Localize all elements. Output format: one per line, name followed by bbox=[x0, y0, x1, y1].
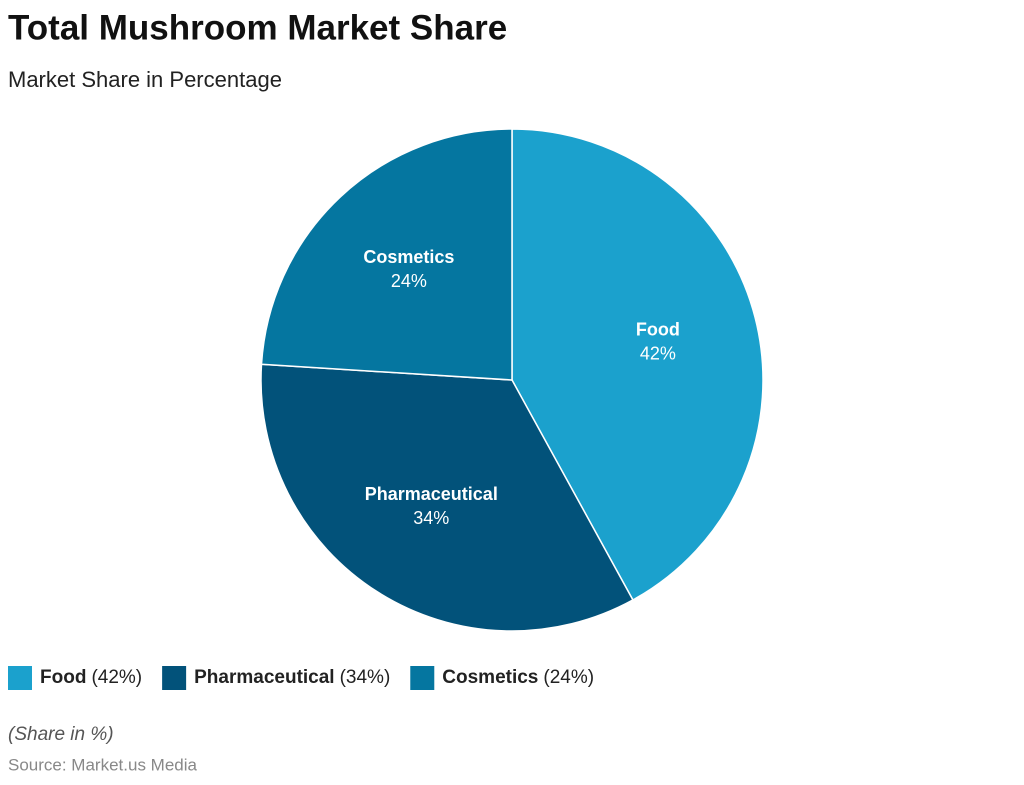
chart-title: Total Mushroom Market Share bbox=[8, 8, 507, 47]
slice-label: Food bbox=[636, 319, 680, 339]
source: Source: Market.us Media bbox=[8, 755, 198, 774]
pie-slice bbox=[260, 128, 513, 381]
legend-label: Pharmaceutical bbox=[194, 667, 334, 688]
legend-value: (24%) bbox=[543, 667, 594, 688]
chart-subtitle: Market Share in Percentage bbox=[8, 67, 282, 92]
legend-swatch bbox=[8, 666, 32, 690]
legend-label: Food bbox=[40, 667, 86, 688]
pie-slice bbox=[260, 363, 634, 632]
legend-swatch bbox=[162, 666, 187, 690]
note: (Share in %) bbox=[8, 724, 114, 745]
legend-value: (42%) bbox=[91, 667, 142, 688]
pie-slice bbox=[511, 128, 764, 601]
slice-label: Pharmaceutical bbox=[365, 484, 498, 504]
slice-value: 24% bbox=[391, 271, 427, 291]
slice-label: Cosmetics bbox=[363, 247, 454, 267]
legend-swatch bbox=[410, 666, 435, 690]
legend-value: (34%) bbox=[340, 667, 391, 688]
legend-label: Cosmetics bbox=[442, 667, 538, 688]
slice-value: 42% bbox=[640, 343, 676, 363]
slice-value: 34% bbox=[413, 508, 449, 528]
